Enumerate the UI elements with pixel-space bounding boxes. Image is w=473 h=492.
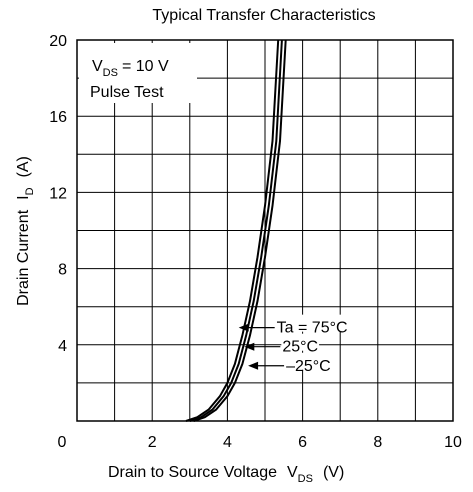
label-background <box>275 314 349 332</box>
x-tick-label: 2 <box>148 434 157 451</box>
curve-labels: Ta = 75°C 25°C –25°C <box>238 314 349 375</box>
y-axis-label: Drain CurrentID(A) <box>15 156 36 306</box>
series-curve <box>189 39 283 422</box>
series-curve <box>193 39 287 422</box>
plot-frame <box>76 39 454 422</box>
condition-box <box>79 43 197 103</box>
label-arrow-head <box>238 323 249 332</box>
y-tick-label: 12 <box>49 185 67 202</box>
label-arrow-head <box>244 342 255 351</box>
x-tick-label: 8 <box>373 434 382 451</box>
origin-tick-label: 0 <box>58 434 67 451</box>
x-tick-labels: 2 4 6 8 10 <box>148 434 462 451</box>
x-tick-label: 6 <box>298 434 307 451</box>
label-background <box>281 333 320 351</box>
y-tick-label: 4 <box>58 338 67 355</box>
curve-label: 25°C <box>282 339 318 356</box>
chart-title: Typical Transfer Characteristics <box>152 7 375 24</box>
y-tick-label: 20 <box>49 33 67 50</box>
curve-label: –25°C <box>286 358 331 375</box>
series-curve <box>185 39 280 422</box>
condition-vds: VDS = 10 V <box>92 58 169 79</box>
x-tick-label: 4 <box>223 434 232 451</box>
label-arrow-head <box>248 361 259 370</box>
condition-pulse: Pulse Test <box>90 84 164 101</box>
y-tick-label: 8 <box>58 262 67 279</box>
label-background <box>285 352 332 370</box>
x-axis-label: Drain to Source Voltage VDS (V) <box>108 464 344 485</box>
curves <box>185 39 287 422</box>
curve-label: Ta = 75°C <box>277 320 348 337</box>
y-tick-labels: 4 8 12 16 20 <box>49 33 67 355</box>
y-tick-label: 16 <box>49 109 67 126</box>
x-tick-label: 10 <box>444 434 462 451</box>
